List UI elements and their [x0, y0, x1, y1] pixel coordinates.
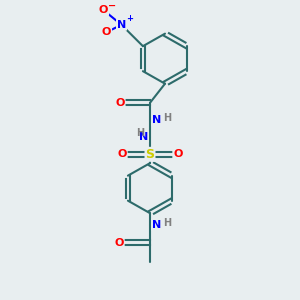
Text: N: N: [152, 220, 161, 230]
Text: S: S: [146, 148, 154, 161]
Text: H: H: [164, 218, 172, 228]
Text: H: H: [164, 113, 172, 123]
Text: O: O: [173, 149, 183, 159]
Text: O: O: [115, 98, 125, 108]
Text: −: −: [108, 1, 116, 10]
Text: O: O: [102, 27, 111, 37]
Text: O: O: [117, 149, 127, 159]
Text: N: N: [139, 132, 148, 142]
Text: N: N: [117, 20, 126, 30]
Text: O: O: [114, 238, 124, 248]
Text: O: O: [99, 5, 108, 15]
Text: N: N: [152, 116, 161, 125]
Text: H: H: [136, 128, 145, 138]
Text: +: +: [127, 14, 134, 23]
